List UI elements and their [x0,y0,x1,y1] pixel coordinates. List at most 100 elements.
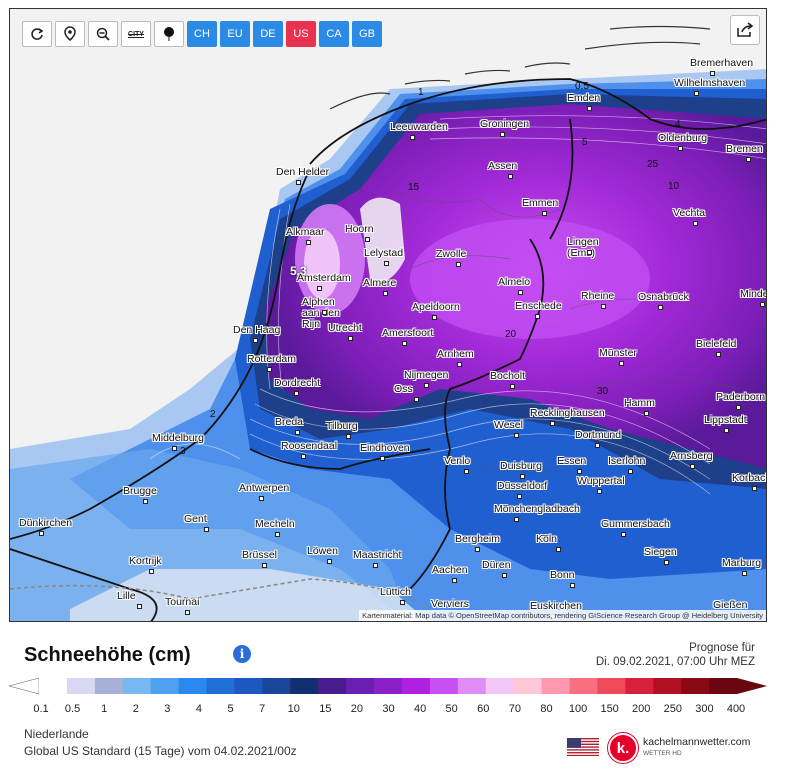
city-label: Brugge [123,485,157,497]
legend-value: 7 [259,703,266,715]
city-label: Dortmund [575,429,622,441]
city-marker [267,367,272,372]
city-marker [400,600,405,605]
legend-swatch [178,678,208,694]
city-toggle-label: CITY [128,30,144,38]
city-label: Brüssel [242,549,278,561]
city-marker [464,469,469,474]
region-button-gb[interactable]: GB [352,21,382,47]
brand-logo[interactable]: k. kachelmannwetter.com WETTER HD [608,733,750,763]
city-marker [317,286,322,291]
city-marker [628,469,633,474]
legend-value: 40 [413,703,427,715]
region-button-ch[interactable]: CH [187,21,217,47]
city-marker [275,532,280,537]
city-label: Mecheln [255,518,295,530]
city-label: Bremerhaven [690,57,754,69]
city-label: Paderborn [716,391,766,403]
city-marker [296,180,301,185]
city-marker [587,106,592,111]
legend-swatch [653,678,682,694]
city-toggle-button[interactable]: CITY [121,21,151,47]
legend-swatch [569,678,598,694]
contour-value-label: 25 [647,159,659,170]
city-label: Enschede [515,300,562,312]
forecast-label: Prognose für [689,642,755,654]
legend-swatch [234,678,263,694]
legend-swatch [206,678,235,694]
legend-value: 250 [663,703,682,715]
legend-value: 0.5 [64,703,81,715]
pin-marker-icon[interactable] [154,21,184,47]
legend-swatch [374,678,403,694]
city-marker [556,547,561,552]
city-label: Eindhoven [360,442,410,454]
city-marker [306,240,311,245]
legend-swatch [485,678,515,694]
city-label: Essen [557,455,587,467]
city-marker [601,304,606,309]
city-marker [550,421,555,426]
legend-value: 30 [382,703,395,715]
legend-value: 300 [695,703,714,715]
legend-swatch [541,678,570,694]
contour-value-label: 2 [210,409,216,420]
city-label: Amsterdam [297,272,351,284]
info-icon[interactable]: i [233,645,251,663]
city-marker [383,291,388,296]
region-button-us[interactable]: US [286,21,316,47]
contour-value-label: 3 [180,446,186,457]
city-marker [204,527,209,532]
forecast-time: Prognose für Di. 09.02.2021, 07:00 Uhr M… [596,641,755,669]
city-label: Minden [740,288,766,300]
legend-swatch [681,678,710,694]
city-label: Tournai [165,596,200,608]
legend-value: 150 [600,703,619,715]
legend-swatch [597,678,626,694]
city-label: Breda [275,416,304,428]
city-label: Löwen [307,545,338,557]
city-label: Iserlohn [608,455,646,467]
color-legend-labels: 0.1 0.5 1 2 3 4 5 7 10 15 20 30 40 50 60 70 80 100 150 200 2… [9,703,767,717]
city-label: Bergheim [455,533,500,545]
city-marker [414,397,419,402]
city-label: Wilhelmshaven [674,77,746,89]
city-label: Rheine [581,290,615,302]
city-label: Marburg [722,557,762,569]
city-marker [327,559,332,564]
region-button-ca[interactable]: CA [319,21,349,47]
city-label: Venlo [444,455,471,467]
city-label: Assen [488,160,518,172]
city-label: Wesel [494,419,523,431]
city-label: Düsseldorf [497,480,548,492]
share-icon[interactable] [730,15,760,45]
region-button-eu[interactable]: EU [220,21,250,47]
region-name: Niederlande [24,727,89,741]
contour-value-label: 30 [597,386,609,397]
legend-value: 10 [287,703,300,715]
snow-depth-map[interactable]: CITY CH EU DE US CA GB Bremerhaven Wilhel… [9,8,767,622]
city-marker [365,237,370,242]
city-label: Emmen [522,197,559,209]
city-label: Gießen [713,599,748,611]
city-marker [295,430,300,435]
legend-swatch [318,678,347,694]
city-label: Roosendaal [281,440,338,452]
legend-arrow-left [9,677,40,695]
city-marker [424,383,429,388]
city-label: Oldenburg [658,132,708,144]
city-label: Bielefeld [696,338,737,350]
location-pin-icon[interactable] [55,21,85,47]
city-label: Wuppertal [577,475,625,487]
region-button-de[interactable]: DE [253,21,283,47]
legend-value: 100 [568,703,588,715]
refresh-icon[interactable] [22,21,52,47]
city-marker [346,434,351,439]
city-marker [520,474,525,479]
city-marker [301,454,306,459]
contour-value-label: 20 [505,329,517,340]
city-label: Vechta [673,207,706,219]
city-label: Bocholt [490,370,526,382]
city-marker [402,341,407,346]
zoom-out-icon[interactable] [88,21,118,47]
